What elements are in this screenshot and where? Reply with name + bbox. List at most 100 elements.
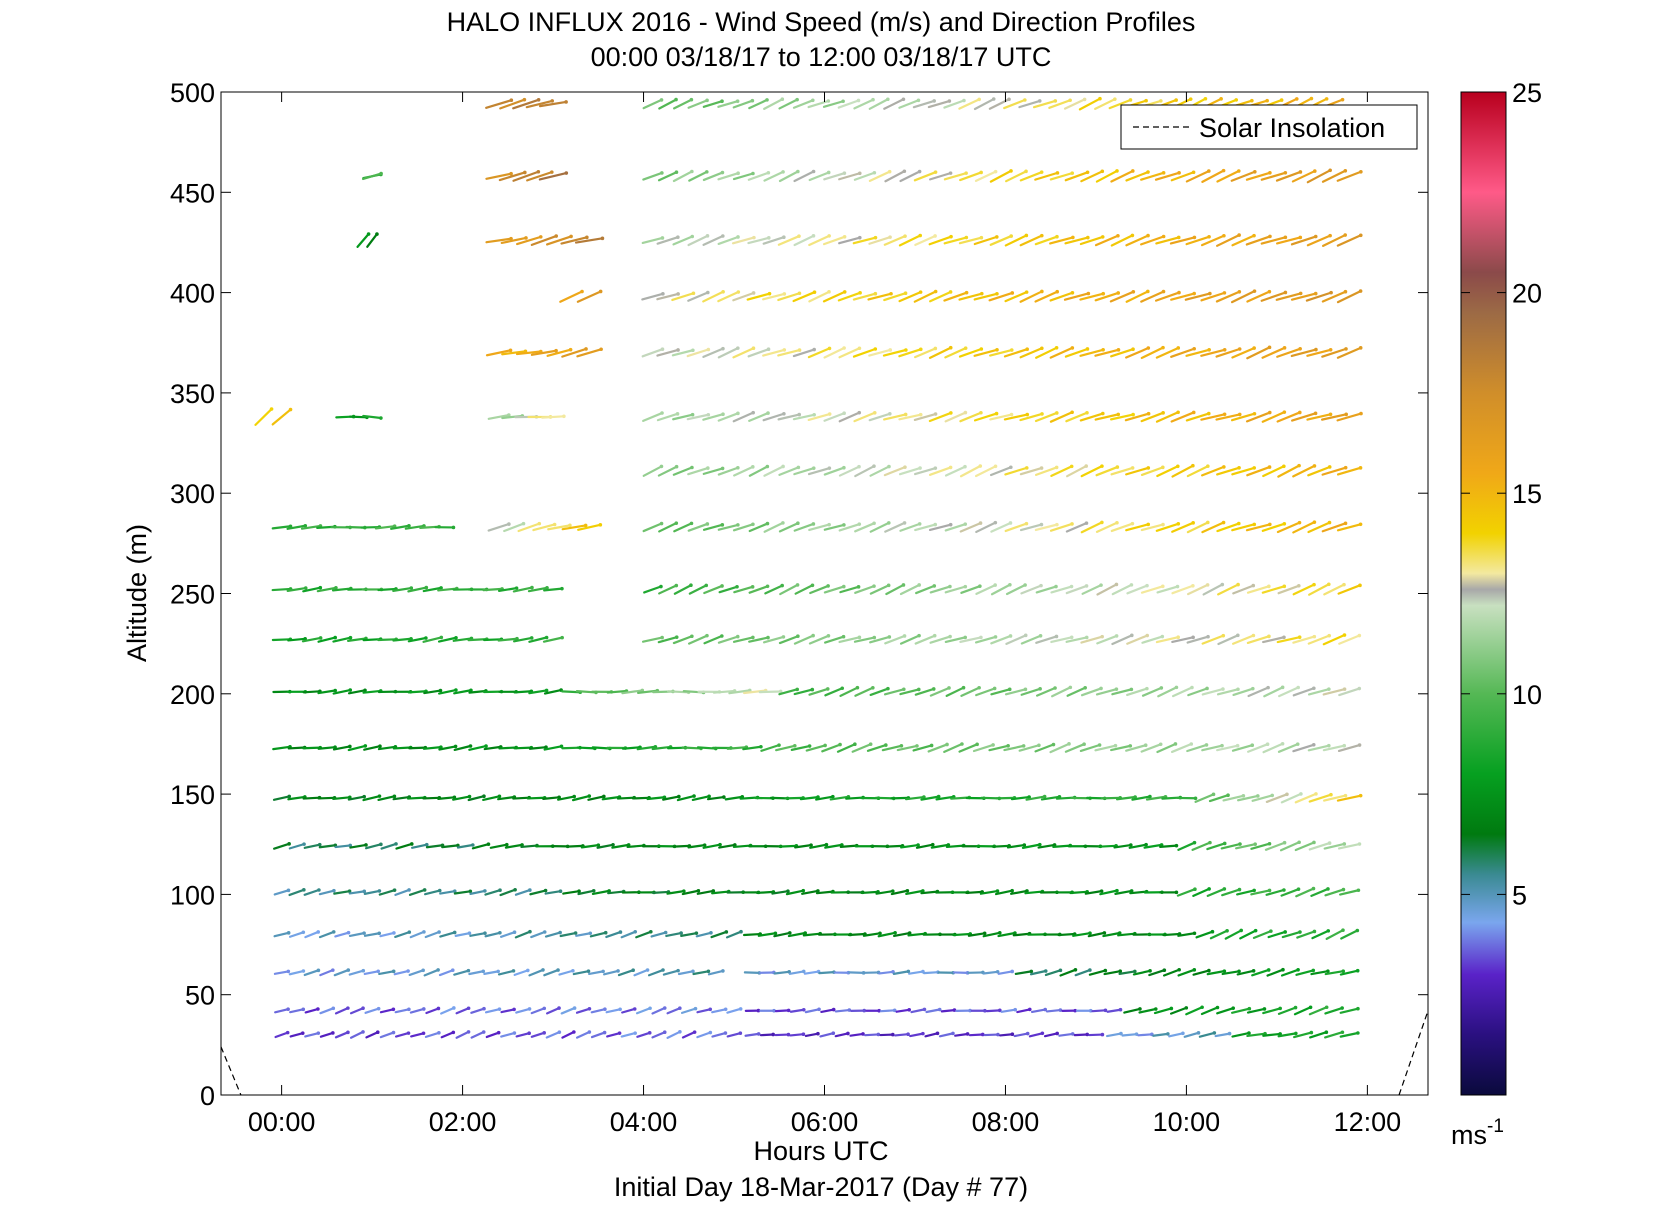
wind-barb	[717, 235, 740, 246]
wind-barb	[1032, 99, 1058, 109]
wind-barb	[1337, 842, 1362, 850]
wind-barb	[273, 969, 291, 975]
wind-barb	[1246, 584, 1271, 594]
wind-barb	[1251, 793, 1275, 802]
wind-barb	[974, 635, 998, 644]
wind-barb	[1140, 411, 1165, 423]
wind-barb	[642, 464, 664, 477]
y-tick-label: 250	[170, 580, 215, 610]
wind-barb	[1048, 98, 1072, 109]
wind-barb	[1140, 345, 1165, 360]
wind-barb	[807, 412, 832, 422]
wind-barb	[837, 98, 861, 109]
wind-barb	[1277, 742, 1300, 753]
wind-barb	[1034, 522, 1059, 532]
wind-barb	[485, 1030, 501, 1039]
wind-barb	[1177, 968, 1197, 977]
wind-barb	[1141, 634, 1165, 644]
wind-barb	[1294, 840, 1316, 852]
wind-barb	[366, 232, 379, 248]
wind-barb	[658, 521, 679, 533]
wind-barb	[1200, 291, 1227, 302]
wind-barb	[407, 585, 429, 593]
wind-barb	[955, 1008, 972, 1013]
wind-barb	[562, 889, 581, 895]
wind-barb	[274, 1030, 290, 1039]
wind-barb	[762, 292, 787, 301]
wind-barb	[349, 1006, 365, 1015]
wind-barb	[1131, 794, 1152, 801]
wind-barb	[890, 888, 910, 896]
wind-barb	[702, 412, 725, 421]
wind-barb	[580, 843, 601, 849]
wind-barb	[1216, 521, 1241, 533]
wind-barb	[1020, 687, 1042, 696]
wind-barb	[822, 290, 847, 303]
wind-barb	[1058, 1032, 1075, 1037]
wind-barb	[867, 291, 893, 301]
wind-barb	[853, 170, 877, 181]
wind-barb	[515, 1007, 532, 1014]
wind-barb	[438, 744, 458, 751]
wind-barb	[286, 523, 308, 530]
wind-barb	[1216, 743, 1240, 752]
wind-barb	[777, 291, 802, 302]
wind-barb	[304, 1031, 321, 1038]
wind-barb	[973, 291, 999, 301]
wind-barb	[348, 889, 367, 895]
wind-barb	[960, 584, 982, 594]
wind-barb	[1118, 969, 1137, 975]
wind-barb	[317, 688, 338, 695]
wind-barb	[914, 633, 937, 645]
wind-barb	[1290, 291, 1318, 301]
wind-barb	[334, 1006, 350, 1015]
colorbar-tick-label: 10	[1512, 680, 1542, 710]
wind-barb	[1065, 635, 1089, 643]
wind-barb	[1247, 742, 1270, 753]
colorbar-tick-label: 20	[1512, 279, 1542, 309]
wind-barb	[408, 968, 425, 977]
wind-barb	[1109, 412, 1135, 421]
wind-barb	[1230, 411, 1257, 422]
wind-barb	[1051, 685, 1073, 698]
wind-barb	[485, 171, 513, 180]
wind-barb	[1215, 233, 1241, 247]
wind-barb	[943, 290, 969, 302]
wind-barb	[677, 969, 695, 976]
y-tick-label: 0	[200, 1081, 215, 1111]
wind-barb	[1200, 412, 1227, 421]
wind-barb	[869, 464, 891, 477]
wind-barb	[1154, 290, 1181, 302]
wind-barb	[1261, 521, 1287, 532]
wind-barb	[823, 523, 846, 531]
y-tick-label: 400	[170, 279, 215, 309]
wind-barb	[852, 347, 878, 358]
wind-barb	[1094, 233, 1120, 247]
wind-barb	[954, 1032, 970, 1037]
wind-barb	[1019, 289, 1044, 303]
wind-barb	[1170, 410, 1196, 423]
wind-barb	[742, 744, 763, 751]
wind-barb	[303, 888, 321, 896]
wind-barb	[1171, 635, 1195, 644]
wind-barb	[1325, 928, 1345, 940]
wind-barb	[1336, 411, 1363, 422]
wind-barb	[1019, 412, 1044, 422]
wind-barb	[363, 931, 382, 937]
wind-barb	[379, 1007, 396, 1014]
wind-barb	[762, 235, 786, 245]
wind-barb	[988, 743, 1010, 752]
wind-barb	[836, 742, 857, 753]
wind-barb	[894, 1032, 910, 1037]
wind-barb	[982, 931, 1002, 938]
wind-barb	[898, 347, 923, 358]
wind-barb	[437, 635, 458, 643]
wind-barb	[989, 412, 1014, 421]
wind-barb	[967, 931, 987, 937]
wind-barb	[1079, 291, 1106, 301]
wind-barb	[959, 635, 983, 643]
wind-barb	[990, 521, 1013, 533]
wind-barb	[1125, 233, 1150, 247]
wind-barb	[380, 842, 398, 850]
wind-barb	[687, 234, 710, 247]
